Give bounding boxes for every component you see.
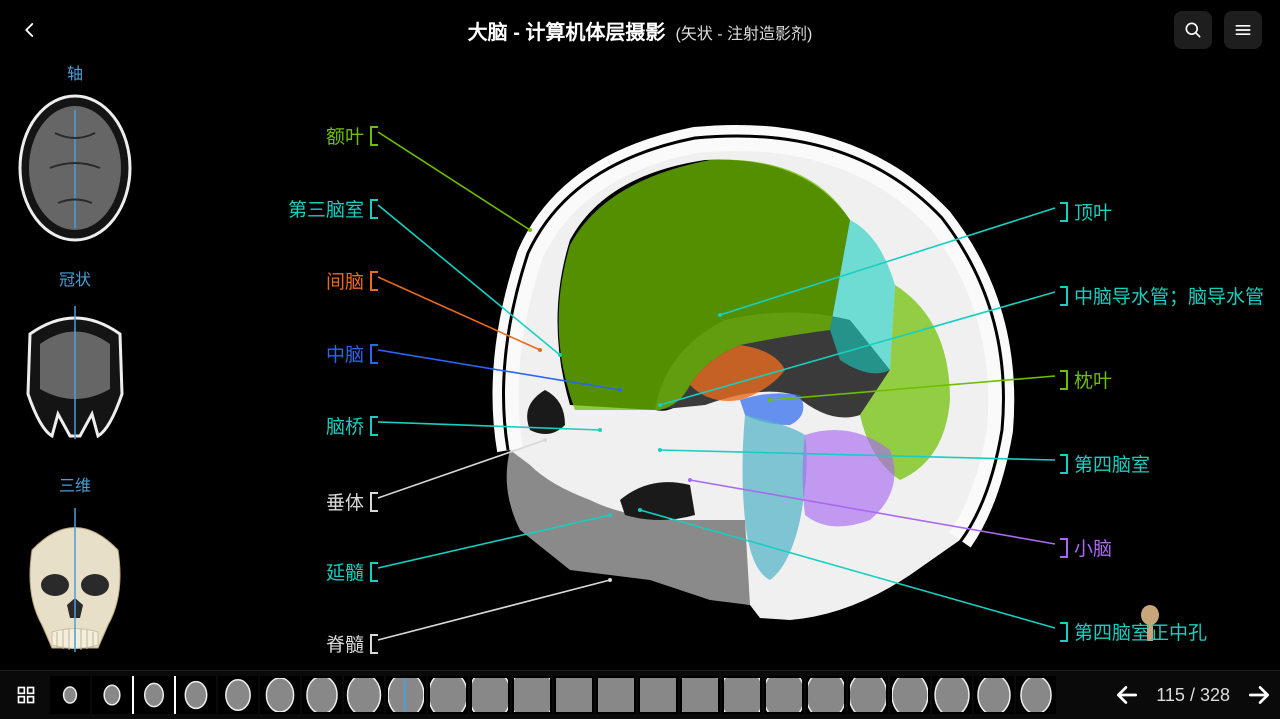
thumbnail[interactable] <box>512 676 552 714</box>
thumbnail[interactable] <box>932 676 972 714</box>
thumbnail[interactable] <box>1016 676 1056 714</box>
thumbnail[interactable] <box>596 676 636 714</box>
anatomy-label[interactable]: 小脑 <box>1060 534 1112 561</box>
sidebar-label: 冠状 <box>59 266 91 290</box>
title-main: 大脑 - 计算机体层摄影 <box>468 16 666 45</box>
prev-slice-button[interactable] <box>1114 682 1140 708</box>
grid-view-button[interactable] <box>8 677 44 713</box>
thumbnail[interactable] <box>680 676 720 714</box>
view-sidebar: 轴 冠状 三维 <box>0 60 150 678</box>
thumbnail[interactable] <box>470 676 510 714</box>
bottom-bar: 115 / 328 <box>0 670 1280 719</box>
coronal-thumb <box>10 294 140 454</box>
anatomy-label[interactable]: 脑桥 <box>326 412 378 439</box>
thumbnail[interactable] <box>974 676 1014 714</box>
anatomy-label[interactable]: 中脑 <box>326 340 378 367</box>
thumbnail-strip[interactable] <box>50 676 1098 714</box>
anatomy-label[interactable]: 中脑导水管；脑导水管 <box>1060 282 1264 309</box>
scan-image <box>430 100 1030 650</box>
thumbnail[interactable] <box>260 676 300 714</box>
thumbnail[interactable] <box>428 676 468 714</box>
3d-thumb <box>10 500 140 660</box>
sidebar-item-axial[interactable]: 轴 <box>10 60 140 248</box>
anatomy-label[interactable]: 间脑 <box>326 267 378 294</box>
thumbnail[interactable] <box>344 676 384 714</box>
next-slice-button[interactable] <box>1246 682 1272 708</box>
sidebar-item-coronal[interactable]: 冠状 <box>10 266 140 454</box>
anatomy-label[interactable]: 顶叶 <box>1060 198 1112 225</box>
anatomy-label[interactable]: 延髓 <box>326 558 378 585</box>
search-button[interactable] <box>1174 11 1212 49</box>
anatomy-label[interactable]: 第四脑室 <box>1060 450 1150 477</box>
slice-counter: 115 / 328 <box>1156 685 1230 706</box>
thumbnail[interactable] <box>554 676 594 714</box>
thumbnail[interactable] <box>722 676 762 714</box>
thumbnail[interactable] <box>176 676 216 714</box>
sidebar-label: 轴 <box>67 60 83 84</box>
thumbnail[interactable] <box>386 676 426 714</box>
viewer[interactable] <box>150 60 1280 660</box>
header: 大脑 - 计算机体层摄影 (矢状 - 注射造影剂) <box>0 0 1280 60</box>
thumbnail[interactable] <box>848 676 888 714</box>
sidebar-item-3d[interactable]: 三维 <box>10 472 140 660</box>
thumbnail[interactable] <box>218 676 258 714</box>
axial-thumb <box>10 88 140 248</box>
thumbnail[interactable] <box>134 676 174 714</box>
menu-button[interactable] <box>1224 11 1262 49</box>
back-button[interactable] <box>18 18 42 42</box>
page-title: 大脑 - 计算机体层摄影 (矢状 - 注射造影剂) <box>468 16 813 45</box>
thumbnail[interactable] <box>764 676 804 714</box>
thumbnail[interactable] <box>50 676 90 714</box>
anatomy-label[interactable]: 脊髓 <box>326 630 378 657</box>
sidebar-label: 三维 <box>59 472 91 496</box>
thumbnail[interactable] <box>92 676 132 714</box>
thumbnail[interactable] <box>890 676 930 714</box>
anatomy-label[interactable]: 额叶 <box>326 122 378 149</box>
thumbnail[interactable] <box>638 676 678 714</box>
thumbnail[interactable] <box>806 676 846 714</box>
anatomy-label[interactable]: 枕叶 <box>1060 366 1112 393</box>
anatomy-label[interactable]: 第四脑室正中孔 <box>1060 618 1207 645</box>
anatomy-label[interactable]: 垂体 <box>326 488 378 515</box>
thumbnail[interactable] <box>302 676 342 714</box>
title-subtitle: (矢状 - 注射造影剂) <box>675 20 812 44</box>
anatomy-label[interactable]: 第三脑室 <box>288 195 378 222</box>
